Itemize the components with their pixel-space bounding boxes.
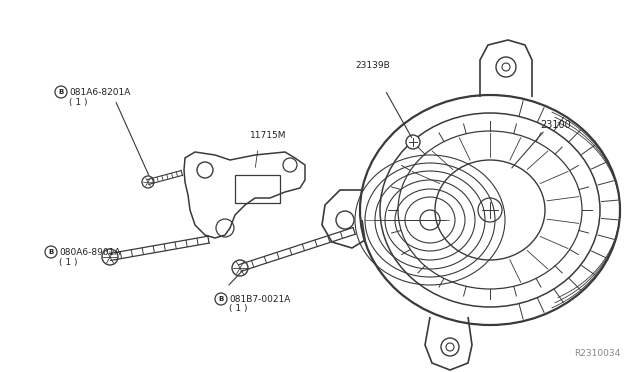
Text: B: B	[49, 249, 54, 255]
Text: B: B	[218, 296, 223, 302]
Circle shape	[142, 176, 154, 188]
Text: ( 1 ): ( 1 )	[69, 97, 88, 106]
Text: 23100: 23100	[540, 120, 571, 130]
Text: 080A6-8901A: 080A6-8901A	[59, 247, 120, 257]
Text: 23139B: 23139B	[355, 61, 390, 70]
Circle shape	[102, 249, 118, 265]
Text: B: B	[58, 89, 63, 95]
Circle shape	[406, 135, 420, 149]
Text: 11715M: 11715M	[250, 131, 287, 140]
Text: ( 1 ): ( 1 )	[229, 305, 248, 314]
Text: R2310034: R2310034	[573, 349, 620, 358]
Text: 081B7-0021A: 081B7-0021A	[229, 295, 291, 304]
Text: ( 1 ): ( 1 )	[59, 257, 77, 266]
Text: 081A6-8201A: 081A6-8201A	[69, 87, 131, 96]
Bar	[235, 175, 280, 203]
Circle shape	[232, 260, 248, 276]
